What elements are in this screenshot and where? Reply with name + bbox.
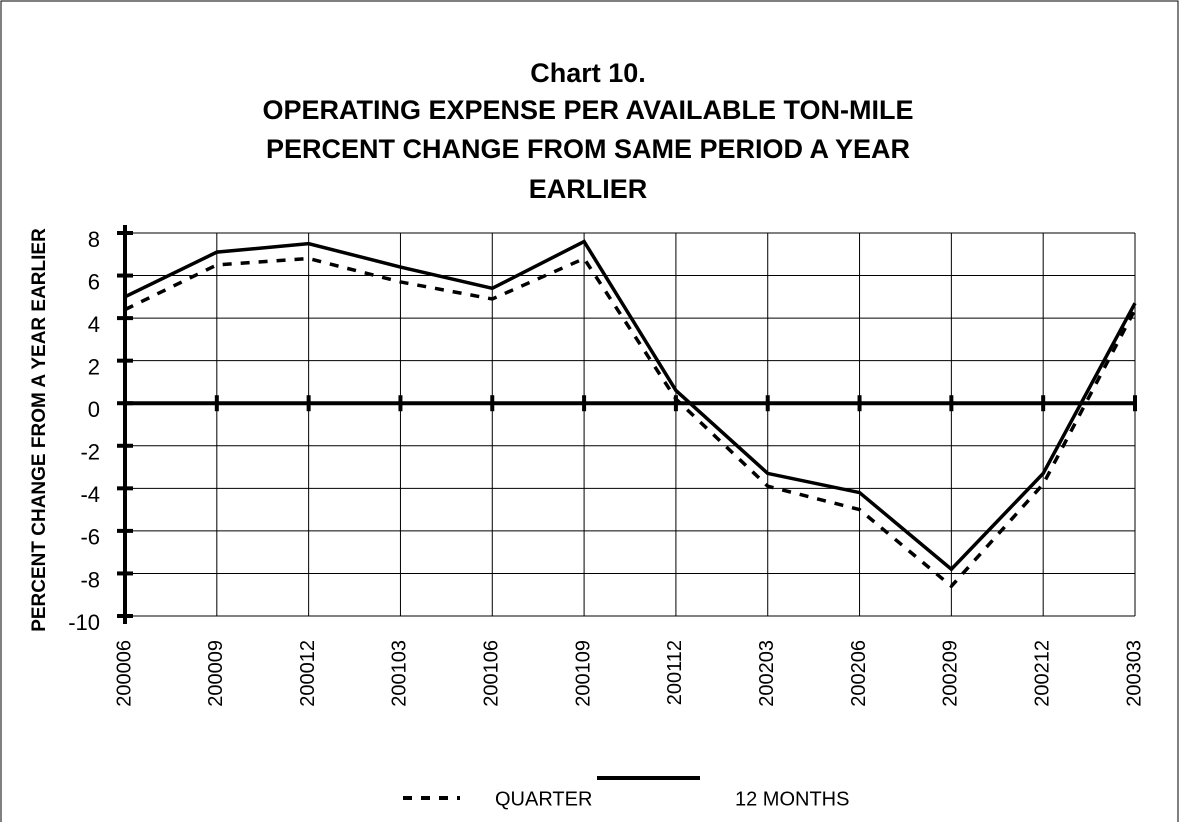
line-series — [124, 239, 1137, 572]
x-tick-label: 200203 — [756, 640, 778, 707]
y-tick-label: -8 — [80, 567, 100, 592]
chart-title: Chart 10. — [530, 58, 646, 88]
chart-subtitle: EARLIER — [529, 174, 648, 204]
x-tick-label: 200206 — [848, 640, 870, 707]
y-tick-label: -10 — [68, 610, 100, 635]
y-axis-label: PERCENT CHANGE FROM A YEAR EARLIER — [29, 228, 50, 632]
y-tick-label: 2 — [88, 354, 100, 379]
x-tick-label: 200209 — [940, 640, 962, 707]
x-tick-label: 200006 — [113, 640, 135, 707]
y-tick-label: 0 — [88, 397, 100, 422]
y-tick-label: -4 — [80, 482, 100, 507]
legend-label: QUARTER — [495, 788, 592, 810]
y-tick-label: 4 — [88, 312, 100, 337]
y-tick-label: -6 — [80, 525, 100, 550]
x-tick-label: 200212 — [1031, 640, 1053, 707]
chart-subtitle: OPERATING EXPENSE PER AVAILABLE TON-MILE — [262, 95, 913, 125]
y-tick-label: 8 — [88, 227, 100, 252]
x-tick-label: 200106 — [481, 640, 503, 707]
chart-subtitle: PERCENT CHANGE FROM SAME PERIOD A YEAR — [266, 134, 910, 164]
legend-label: 12 MONTHS — [735, 788, 849, 810]
x-tick-label: 200303 — [1123, 640, 1145, 707]
x-tick-label: 200009 — [205, 640, 227, 707]
x-tick-label: 200012 — [297, 640, 319, 707]
y-tick-label: -2 — [80, 440, 100, 465]
x-tick-label: 200112 — [664, 640, 686, 705]
y-tick-label: 6 — [88, 269, 100, 294]
x-tick-label: 200109 — [572, 640, 594, 707]
line-series — [124, 256, 1137, 589]
x-tick-label: 200103 — [389, 640, 411, 707]
